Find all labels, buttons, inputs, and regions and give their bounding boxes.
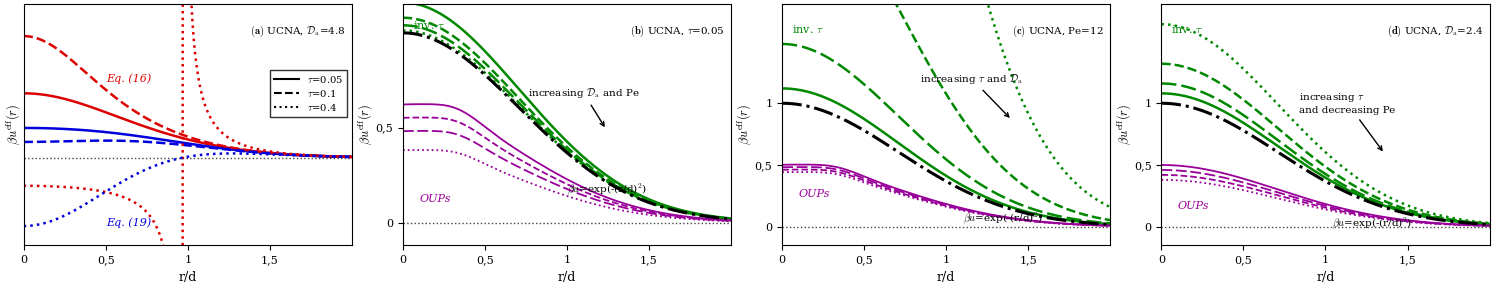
Text: OUPs: OUPs: [1177, 201, 1209, 211]
Legend: $\tau$=0.05, $\tau$=0.1, $\tau$=0.4: $\tau$=0.05, $\tau$=0.1, $\tau$=0.4: [269, 70, 347, 117]
Y-axis label: $\beta u^{\mathrm{eff}}(r)$: $\beta u^{\mathrm{eff}}(r)$: [735, 104, 753, 145]
X-axis label: r/d: r/d: [937, 270, 956, 284]
Text: $\mathbf{(d)}$ UCNA, $\mathcal{D}_{\mathrm{a}}$=2.4: $\mathbf{(d)}$ UCNA, $\mathcal{D}_{\math…: [1386, 24, 1484, 39]
Text: $\mathbf{(a)}$ UCNA, $\mathcal{D}_{\mathrm{a}}$=4.8: $\mathbf{(a)}$ UCNA, $\mathcal{D}_{\math…: [249, 24, 345, 39]
Text: $\beta u$=exp(-(r/d)$^2$): $\beta u$=exp(-(r/d)$^2$): [962, 210, 1043, 226]
Text: inv. $\tau$: inv. $\tau$: [792, 23, 823, 35]
X-axis label: r/d: r/d: [1316, 270, 1334, 284]
Text: increasing $\tau$ and $\mathcal{D}_{\mathrm{a}}$: increasing $\tau$ and $\mathcal{D}_{\mat…: [920, 71, 1023, 117]
Text: OUPs: OUPs: [799, 189, 831, 199]
Text: inv. $\tau$: inv. $\tau$: [1171, 23, 1203, 35]
Y-axis label: $\beta u^{\mathrm{eff}}(r)$: $\beta u^{\mathrm{eff}}(r)$: [4, 104, 22, 145]
Text: $\mathbf{(c)}$ UCNA, Pe=12: $\mathbf{(c)}$ UCNA, Pe=12: [1011, 24, 1104, 39]
Y-axis label: $\beta u^{\mathrm{eff}}(r)$: $\beta u^{\mathrm{eff}}(r)$: [1115, 104, 1132, 145]
Text: Eq. (16): Eq. (16): [106, 73, 151, 84]
Text: Eq. (19): Eq. (19): [106, 217, 151, 228]
Text: increasing $\mathcal{D}_{\mathrm{a}}$ and Pe: increasing $\mathcal{D}_{\mathrm{a}}$ an…: [527, 86, 639, 126]
Text: inv. $\tau$: inv. $\tau$: [412, 18, 445, 31]
X-axis label: r/d: r/d: [557, 270, 577, 284]
Text: increasing $\tau$
and decreasing Pe: increasing $\tau$ and decreasing Pe: [1300, 91, 1395, 150]
Text: $\beta u$=exp(-(r/d)$^2$): $\beta u$=exp(-(r/d)$^2$): [568, 181, 647, 197]
Text: $\mathbf{(b)}$ UCNA, $\tau$=0.05: $\mathbf{(b)}$ UCNA, $\tau$=0.05: [630, 24, 725, 39]
Y-axis label: $\beta u^{\mathrm{eff}}(r)$: $\beta u^{\mathrm{eff}}(r)$: [356, 104, 374, 145]
Text: OUPs: OUPs: [420, 194, 451, 204]
X-axis label: r/d: r/d: [179, 270, 197, 284]
Text: $\beta u$=exp(-(r/d)$^2$): $\beta u$=exp(-(r/d)$^2$): [1333, 215, 1412, 231]
